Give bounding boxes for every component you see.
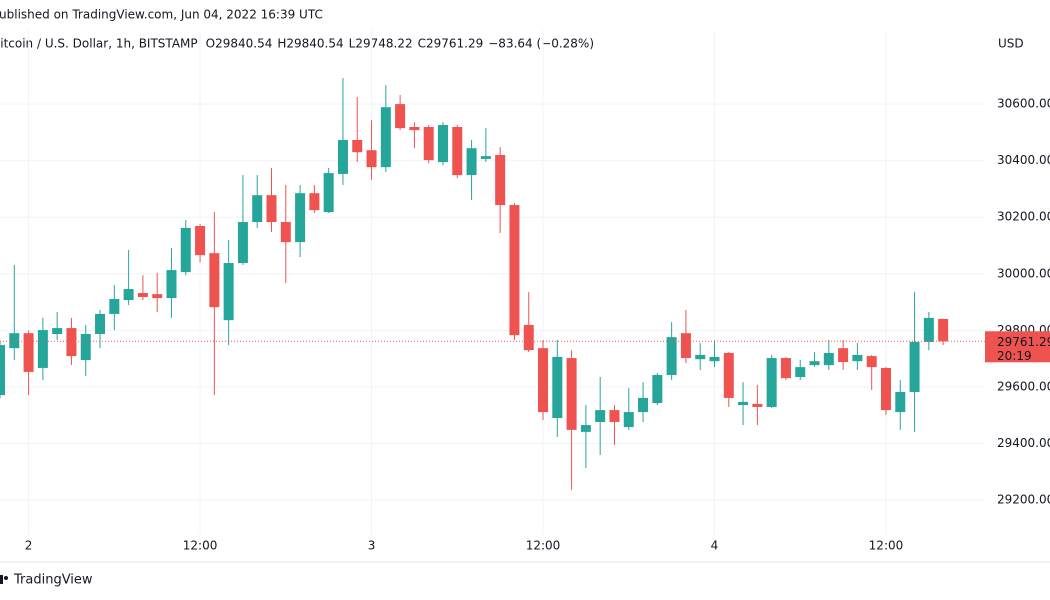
candle-body [680, 333, 691, 359]
ohlc-value: 29840.54 [286, 37, 343, 51]
candle-body [938, 318, 949, 342]
candle-body [566, 358, 577, 430]
candle-body [123, 289, 134, 301]
candle-body [752, 403, 763, 407]
candle-body [52, 328, 63, 335]
candle-body [580, 425, 591, 432]
x-tick-label: 4 [711, 539, 719, 553]
candle-body [437, 125, 448, 163]
candle-body [209, 253, 220, 308]
candle-body [137, 293, 148, 297]
candle-body [80, 334, 91, 361]
candle-body [237, 222, 248, 264]
candle-body [466, 148, 477, 176]
candle-body [195, 225, 206, 256]
candle-body [823, 352, 834, 366]
candle-body [538, 348, 549, 413]
candle-body [652, 375, 663, 404]
candle-body [309, 193, 320, 211]
candle-body [166, 270, 177, 299]
candle-body [252, 195, 263, 223]
x-tick-label: 12:00 [183, 539, 218, 553]
currency-label: USD [998, 37, 1024, 51]
ohlc-label: C [418, 37, 426, 51]
y-tick-label: 30000.00 [997, 266, 1050, 280]
ohlc-value: 29840.54 [215, 37, 272, 51]
candle-body [395, 104, 406, 129]
candle-body [109, 298, 120, 314]
candle-body [509, 205, 520, 336]
brand-name: TradingView [13, 573, 93, 588]
candle-body [595, 410, 606, 422]
last-price-box [985, 331, 1050, 363]
candle-body [866, 356, 877, 368]
candle-body [266, 195, 277, 223]
candle-body [409, 127, 420, 131]
candle-body [495, 155, 506, 206]
y-tick-label: 29200.00 [997, 493, 1050, 507]
x-tick-label: 3 [368, 539, 376, 553]
candle-body [909, 341, 920, 392]
candle-body [552, 356, 563, 419]
candle-body [337, 140, 348, 174]
candle-body [66, 328, 77, 357]
ohlc-label: L [349, 37, 356, 51]
candle-body [738, 401, 749, 405]
candle-body [623, 412, 634, 428]
candle-body [609, 410, 620, 422]
candle-body [852, 354, 863, 362]
ohlc-label: O [206, 37, 215, 51]
candle-body [423, 127, 434, 161]
published-note: Published on TradingView.com, Jun 04, 20… [0, 8, 323, 22]
y-tick-label: 29400.00 [997, 436, 1050, 450]
candle-body [0, 345, 5, 396]
candle-body [366, 150, 377, 168]
ohlc-value: 29748.22 [355, 37, 412, 51]
candle-body [23, 333, 34, 372]
candle-body [895, 391, 906, 413]
candle-body [695, 354, 706, 360]
candle-body [152, 294, 163, 299]
x-tick-label: 2 [25, 539, 33, 553]
candle-body [323, 173, 334, 213]
ohlc-label: H [277, 37, 286, 51]
candle-body [223, 263, 234, 321]
candle-body [880, 367, 891, 411]
candle-body [838, 348, 849, 363]
y-tick-label: 30200.00 [997, 210, 1050, 224]
x-tick-label: 12:00 [869, 539, 904, 553]
ohlc-value: 29761.29 [426, 37, 483, 51]
x-tick-label: 12:00 [526, 539, 561, 553]
last-price-label: 29761.29 [997, 335, 1050, 349]
candle-body [795, 367, 806, 378]
candle-body [523, 324, 534, 351]
candle-body [352, 140, 363, 153]
candle-body [95, 313, 106, 335]
candle-body [766, 358, 777, 407]
brand-logo [0, 575, 8, 584]
candle-body [37, 330, 48, 368]
symbol-title: Bitcoin / U.S. Dollar, 1h, BITSTAMP [0, 37, 198, 51]
y-tick-label: 30400.00 [997, 153, 1050, 167]
candle-body [380, 107, 391, 168]
candle-body [709, 356, 720, 362]
candle-body [280, 222, 291, 243]
candle-body [809, 361, 820, 366]
countdown-label: 20:19 [997, 349, 1032, 363]
ohlc-change: −83.64 (−0.28%) [488, 37, 594, 51]
candle-body [180, 227, 191, 273]
candle-body [9, 333, 20, 349]
candle-body [295, 193, 306, 243]
candle-body [723, 352, 734, 398]
candle-body [666, 337, 677, 376]
candle-body [780, 358, 791, 379]
y-tick-label: 30600.00 [997, 97, 1050, 111]
ohlc-header: O 29840.54 H 29840.54 L 29748.22 C 29761.29 −83.… [206, 37, 594, 51]
candle-body [638, 397, 649, 413]
candle-body [480, 156, 491, 159]
y-tick-label: 29600.00 [997, 379, 1050, 393]
candle-body [452, 127, 463, 176]
candle-body [923, 317, 934, 342]
